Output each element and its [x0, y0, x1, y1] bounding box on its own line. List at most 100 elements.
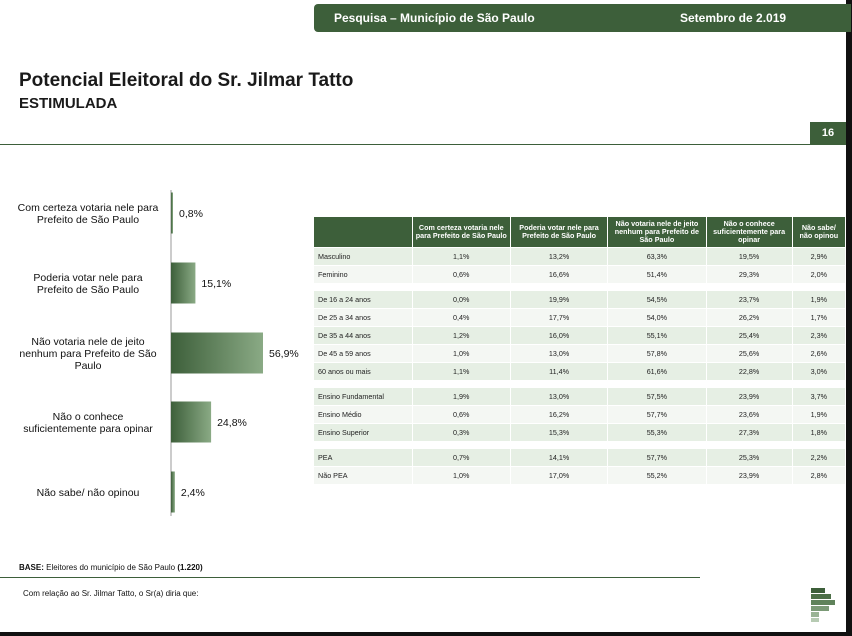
table-cell: 55,2%: [608, 467, 706, 484]
table-cell: 15,3%: [510, 424, 608, 441]
table-cell: 23,9%: [706, 388, 792, 405]
table-cell: 1,9%: [412, 388, 510, 405]
column-header-0: [314, 217, 412, 247]
base-text: Eleitores do município de São Paulo: [43, 563, 178, 572]
table-cell: 14,1%: [510, 449, 608, 466]
table-cell: 23,6%: [706, 406, 792, 423]
table-cell: 13,0%: [510, 388, 608, 405]
bar-category-label-3: Não o conhece suficientemente para opinar: [23, 411, 153, 435]
bar-value-label-3: 24,8%: [217, 417, 247, 429]
table-row: 60 anos ou mais 1,1% 11,4% 61,6% 22,8% 3,0%: [314, 363, 845, 380]
table-cell: 51,4%: [608, 266, 706, 283]
table-cell: 26,2%: [706, 309, 792, 326]
table-row: Ensino Fundamental 1,9% 13,0% 57,5% 23,9% 3,7…: [314, 388, 845, 405]
table-row: De 35 a 44 anos 1,2% 16,0% 55,1% 25,4% 2,3%: [314, 327, 845, 344]
table-cell: 19,5%: [706, 248, 792, 265]
table-cell: 23,9%: [706, 467, 792, 484]
column-header-3: Não votaria nele de jeito nenhum para Pr…: [608, 217, 706, 247]
column-header-2: Poderia votar nele para Prefeito de São …: [510, 217, 608, 247]
row-label: De 16 a 24 anos: [314, 291, 412, 308]
table-cell: 1,9%: [792, 291, 845, 308]
table-cell: 57,7%: [608, 406, 706, 423]
window-frame-bottom: [0, 632, 852, 636]
column-header-1: Com certeza votaria nele para Prefeito d…: [412, 217, 510, 247]
crosstab-body: Masculino 1,1% 13,2% 63,3% 19,5% 2,9% Feminino…: [314, 248, 845, 484]
table-cell: 29,3%: [706, 266, 792, 283]
table-cell: 11,4%: [510, 363, 608, 380]
row-label: 60 anos ou mais: [314, 363, 412, 380]
survey-question: Com relação ao Sr. Jilmar Tatto, o Sr(a)…: [23, 589, 199, 598]
table-cell: 2,6%: [792, 345, 845, 362]
bar-chart: 0,8% Com certeza votaria nele para Prefeit…: [18, 190, 299, 516]
window-frame-right: [846, 0, 852, 636]
table-cell: 1,0%: [412, 345, 510, 362]
table-cell: 55,1%: [608, 327, 706, 344]
table-cell: 1,8%: [792, 424, 845, 441]
bar-value-label-2: 56,9%: [269, 348, 299, 360]
table-cell: 2,8%: [792, 467, 845, 484]
bar-4: [171, 471, 175, 513]
table-cell: 0,6%: [412, 406, 510, 423]
table-cell: 57,7%: [608, 449, 706, 466]
table-cell: 17,0%: [510, 467, 608, 484]
table-cell: 16,0%: [510, 327, 608, 344]
table-cell: 57,8%: [608, 345, 706, 362]
bar-category-label-2: Não votaria nele de jeito nenhum para Pre…: [19, 336, 156, 372]
company-logo: [811, 588, 835, 622]
table-row: Não PEA 1,0% 17,0% 55,2% 23,9% 2,8%: [314, 467, 845, 484]
survey-date: Setembro de 2.019: [680, 11, 787, 25]
table-cell: 1,1%: [412, 248, 510, 265]
row-label: De 25 a 34 anos: [314, 309, 412, 326]
table-row: Feminino 0,6% 16,6% 51,4% 29,3% 2,0%: [314, 266, 845, 283]
crosstab-header-row: Com certeza votaria nele para Prefeito d…: [314, 217, 845, 247]
table-cell: 54,5%: [608, 291, 706, 308]
table-cell: 54,0%: [608, 309, 706, 326]
page-subtitle: ESTIMULADA: [19, 95, 118, 112]
table-cell: 23,7%: [706, 291, 792, 308]
bar-1: [171, 262, 196, 304]
bar-0: [171, 192, 173, 234]
column-header-4: Não o conhece suficientemente para opina…: [706, 217, 792, 247]
table-row: De 45 a 59 anos 1,0% 13,0% 57,8% 25,6% 2,6%: [314, 345, 845, 362]
table-cell: 1,9%: [792, 406, 845, 423]
table-cell: 0,0%: [412, 291, 510, 308]
base-note: BASE: Eleitores do município de São Paul…: [19, 563, 203, 572]
group-spacer: [314, 381, 845, 387]
table-cell: 16,6%: [510, 266, 608, 283]
header-banner: Pesquisa – Município de São Paulo Setemb…: [314, 4, 851, 32]
table-cell: 19,9%: [510, 291, 608, 308]
table-cell: 25,4%: [706, 327, 792, 344]
table-row: De 16 a 24 anos 0,0% 19,9% 54,5% 23,7% 1,9%: [314, 291, 845, 308]
base-sample: (1.220): [177, 563, 203, 572]
table-row: Masculino 1,1% 13,2% 63,3% 19,5% 2,9%: [314, 248, 845, 265]
table-cell: 57,5%: [608, 388, 706, 405]
table-row: Ensino Médio 0,6% 16,2% 57,7% 23,6% 1,9%: [314, 406, 845, 423]
table-cell: 17,7%: [510, 309, 608, 326]
bar-category-label-1: Poderia votar nele para Prefeito de São P…: [33, 272, 142, 296]
table-cell: 1,1%: [412, 363, 510, 380]
row-label: Ensino Superior: [314, 424, 412, 441]
survey-title: Pesquisa – Município de São Paulo: [334, 11, 535, 25]
page-title: Potencial Eleitoral do Sr. Jilmar Tatto: [19, 70, 354, 91]
bar-value-label-1: 15,1%: [201, 278, 231, 290]
row-label: PEA: [314, 449, 412, 466]
row-label: Feminino: [314, 266, 412, 283]
table-cell: 25,6%: [706, 345, 792, 362]
bar-category-label-4: Não sabe/ não opinou: [37, 487, 140, 499]
table-cell: 2,9%: [792, 248, 845, 265]
table-cell: 1,7%: [792, 309, 845, 326]
row-label: Masculino: [314, 248, 412, 265]
table-cell: 0,4%: [412, 309, 510, 326]
row-label: Ensino Fundamental: [314, 388, 412, 405]
table-cell: 16,2%: [510, 406, 608, 423]
row-label: Não PEA: [314, 467, 412, 484]
table-cell: 1,0%: [412, 467, 510, 484]
bar-value-label-4: 2,4%: [181, 487, 205, 499]
table-row: De 25 a 34 anos 0,4% 17,7% 54,0% 26,2% 1,7%: [314, 309, 845, 326]
table-cell: 13,2%: [510, 248, 608, 265]
table-cell: 27,3%: [706, 424, 792, 441]
table-cell: 1,2%: [412, 327, 510, 344]
footer-divider: [0, 577, 700, 578]
header-divider: [0, 144, 846, 145]
table-cell: 55,3%: [608, 424, 706, 441]
